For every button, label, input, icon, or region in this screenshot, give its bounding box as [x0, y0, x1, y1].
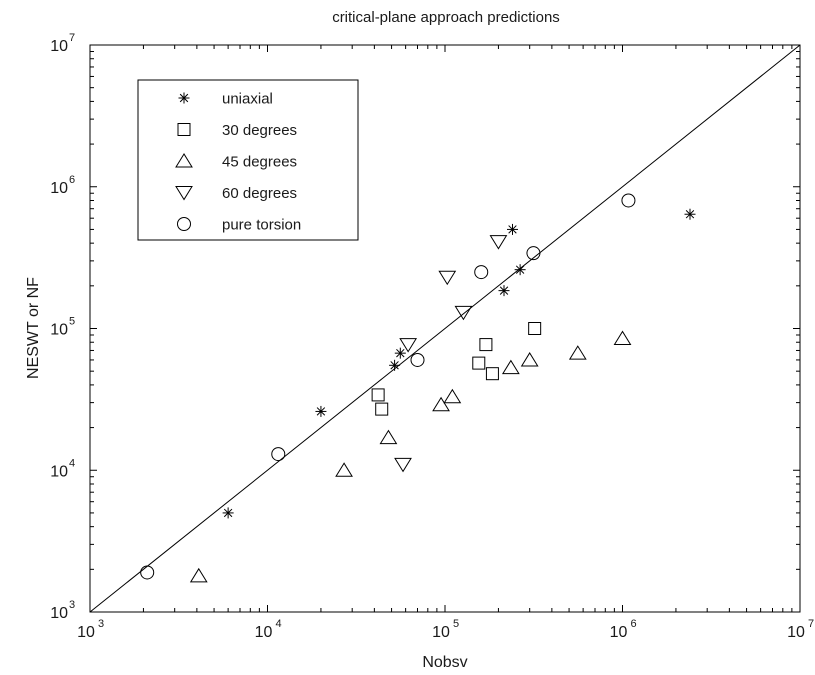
y-axis-label: NESWT or NF	[25, 277, 42, 379]
asterisk-stroke	[685, 210, 695, 219]
point-uniaxial	[389, 359, 401, 371]
asterisk-stroke	[223, 508, 233, 518]
point-uniaxial	[506, 223, 518, 235]
asterisk-stroke	[499, 286, 509, 295]
point-pure-torsion	[621, 193, 636, 208]
y-tick-exponent: 4	[69, 457, 75, 469]
point-pure-torsion	[526, 246, 541, 261]
point-60-degrees	[489, 235, 508, 250]
point-uniaxial	[394, 347, 406, 359]
point-45-degrees	[432, 396, 450, 412]
x-tick-label: 10	[255, 624, 273, 641]
y-tick-exponent: 3	[69, 599, 75, 611]
point-30-degrees	[375, 402, 389, 416]
point-pure-torsion	[474, 265, 489, 280]
asterisk-stroke	[515, 265, 525, 274]
point-45-degrees	[379, 429, 398, 445]
point-30-degrees	[472, 356, 486, 370]
point-uniaxial	[514, 264, 526, 276]
legend-label-uniaxial: uniaxial	[222, 91, 273, 108]
point-45-degrees	[520, 351, 539, 367]
point-uniaxial	[315, 405, 327, 417]
point-uniaxial	[498, 285, 510, 297]
legend-marker-30-degrees	[177, 123, 191, 136]
x-tick-exponent: 6	[631, 618, 637, 630]
point-60-degrees	[438, 270, 457, 286]
point-pure-torsion	[140, 565, 155, 580]
x-tick-exponent: 7	[808, 618, 814, 630]
axis-ticks: 10 310 310 410 410 510 510 610 610 710 7	[50, 32, 814, 641]
y-tick-label: 10	[50, 463, 68, 480]
legend-box	[137, 79, 359, 241]
point-30-degrees	[479, 338, 493, 352]
asterisk-stroke	[508, 225, 517, 234]
x-tick-exponent: 3	[98, 618, 104, 630]
asterisk-stroke	[316, 407, 326, 416]
legend-marker-pure-torsion	[177, 217, 191, 231]
y-tick-exponent: 6	[69, 174, 75, 186]
x-axis-label: Nobsv	[422, 654, 467, 671]
point-45-degrees	[568, 345, 587, 360]
point-pure-torsion	[410, 352, 425, 367]
point-45-degrees	[443, 388, 462, 404]
y-tick-exponent: 5	[69, 316, 75, 328]
x-tick-exponent: 4	[276, 618, 282, 630]
asterisk-stroke	[390, 361, 399, 370]
point-uniaxial	[684, 208, 696, 220]
point-30-degrees	[528, 322, 542, 335]
point-uniaxial	[222, 507, 234, 519]
legend-label-45-degrees: 45 degrees	[222, 154, 297, 171]
chart-title: critical-plane approach predictions	[332, 9, 560, 26]
point-45-degrees	[501, 359, 520, 375]
point-60-degrees	[399, 338, 418, 353]
y-tick-label: 10	[50, 180, 68, 197]
legend-label-30-degrees: 30 degrees	[222, 122, 297, 139]
asterisk-stroke	[396, 348, 405, 358]
legend-marker-60-degrees	[175, 186, 193, 201]
point-30-degrees	[371, 388, 385, 402]
x-tick-label: 10	[787, 624, 805, 641]
y-tick-label: 10	[50, 38, 68, 55]
x-tick-label: 10	[610, 624, 628, 641]
legend: uniaxial 30 degrees 45 degrees 60 degrees pu…	[137, 79, 359, 241]
y-tick-label: 10	[50, 322, 68, 339]
y-tick-exponent: 7	[69, 32, 75, 44]
x-tick-label: 10	[77, 624, 95, 641]
legend-label-60-degrees: 60 degrees	[222, 185, 297, 202]
x-tick-label: 10	[432, 624, 450, 641]
legend-marker-uniaxial	[178, 92, 190, 104]
identity-reference-line	[89, 44, 801, 613]
legend-label-pure-torsion: pure torsion	[222, 217, 301, 234]
point-45-degrees	[613, 330, 632, 346]
point-pure-torsion	[271, 447, 286, 462]
point-45-degrees	[335, 462, 353, 477]
point-60-degrees	[394, 457, 412, 473]
asterisk-stroke	[179, 93, 189, 103]
y-tick-label: 10	[50, 605, 68, 622]
data-points	[140, 193, 696, 583]
point-45-degrees	[189, 567, 208, 583]
point-30-degrees	[485, 367, 499, 381]
x-tick-exponent: 5	[453, 618, 459, 630]
legend-marker-45-degrees	[175, 153, 193, 168]
point-60-degrees	[454, 305, 473, 321]
